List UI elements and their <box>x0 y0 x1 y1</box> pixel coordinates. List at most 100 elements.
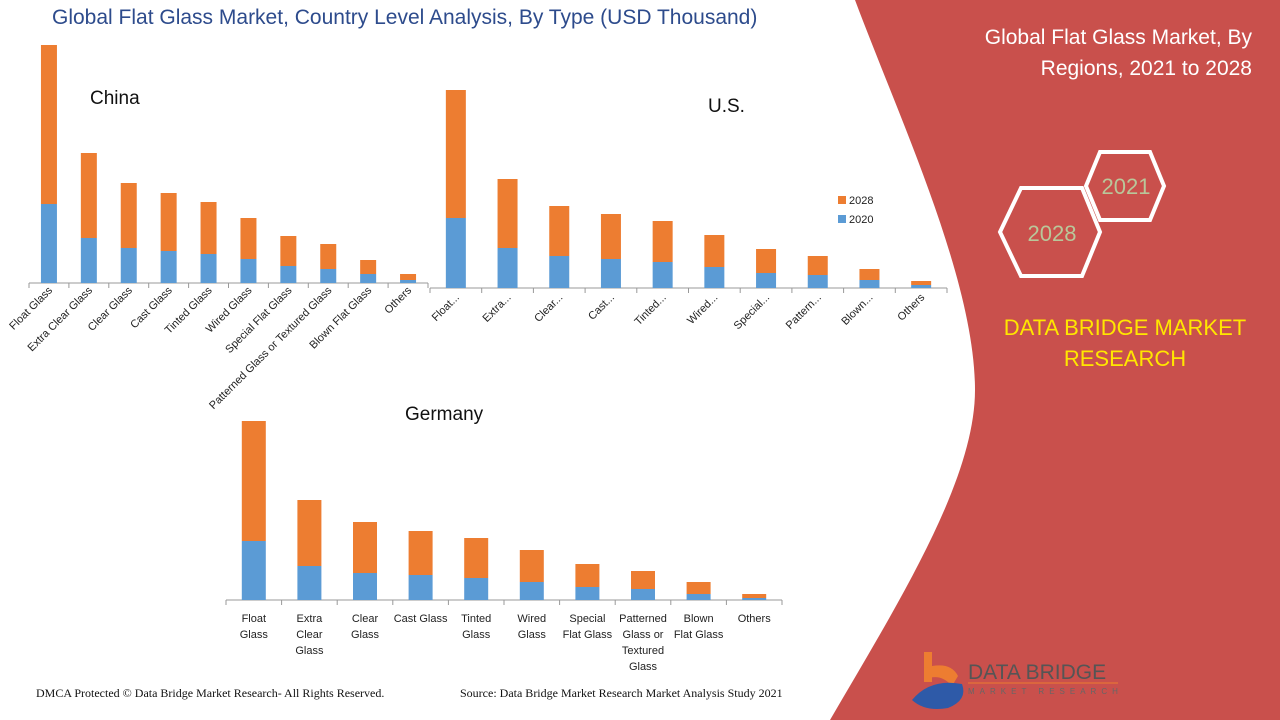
bar-2020-china <box>360 274 377 283</box>
bar-2020-china <box>320 269 337 283</box>
x-tick-label: Wired... <box>685 292 720 327</box>
bar-2028-us <box>445 90 466 218</box>
footer-copyright: DMCA Protected © Data Bridge Market Rese… <box>36 686 385 700</box>
x-tick-label: Wired Glass <box>517 613 546 641</box>
bar-2028-us <box>652 221 673 262</box>
bar-2020-germany <box>241 541 266 600</box>
bar-2028-china <box>240 218 257 259</box>
legend-label-2028: 2028 <box>849 195 873 207</box>
bar-2028-china <box>400 274 417 280</box>
x-tick-label: Cast Glass <box>394 613 448 625</box>
bar-2028-germany <box>353 522 377 573</box>
bar-2028-germany <box>519 550 544 582</box>
x-tick-label: Float... <box>430 292 462 324</box>
bar-2020-us <box>704 267 725 288</box>
bar-2028-china <box>120 183 137 248</box>
bar-2020-us <box>445 218 466 288</box>
x-tick-label: Clear Glass <box>351 613 380 641</box>
bar-2028-us <box>497 179 518 248</box>
bar-2020-germany <box>686 594 711 600</box>
bar-2028-us <box>756 249 777 273</box>
x-tick-label: Others <box>382 284 414 316</box>
brand-text: DATA BRIDGE MARKET RESEARCH <box>1003 315 1247 371</box>
x-tick-label: Others <box>895 291 927 323</box>
x-tick-label: Extra Clear Glass <box>295 613 324 657</box>
hexagon-2028 <box>997 186 1103 278</box>
bar-2028-germany <box>297 500 322 566</box>
bar-2020-germany <box>575 587 600 600</box>
side-panel-title: Global Flat Glass Market, By Regions, 20… <box>984 26 1252 80</box>
bar-2020-us <box>756 273 777 288</box>
bar-2028-germany <box>464 538 489 578</box>
bar-2020-germany <box>297 566 322 600</box>
svg-text:DATA BRIDGE: DATA BRIDGE <box>968 661 1106 684</box>
hex-year-2028: 2028 <box>1028 221 1077 246</box>
bar-2028-china <box>320 244 337 269</box>
bar-2020-china <box>240 259 257 283</box>
x-tick-label: Blown... <box>839 292 875 328</box>
x-tick-label: Cast... <box>586 292 617 323</box>
bar-2020-germany <box>464 578 489 600</box>
bar-2020-us <box>807 275 828 288</box>
bar-2020-us <box>600 259 621 288</box>
bar-2028-germany <box>631 571 655 589</box>
hex-year-2021: 2021 <box>1102 174 1151 199</box>
chart-title-china: China <box>90 88 140 109</box>
bar-2020-china <box>120 248 137 283</box>
bar-2028-germany <box>408 531 433 575</box>
x-tick-label: Extra... <box>481 292 514 325</box>
bar-2020-germany <box>353 573 377 600</box>
x-tick-label: Clear... <box>532 292 565 325</box>
hexagon-2021 <box>1083 150 1167 222</box>
bar-2020-china <box>280 266 297 283</box>
x-tick-label: Patterned Glass or Textured Glass <box>619 613 667 673</box>
legend-swatch-2020 <box>838 215 846 223</box>
bar-2028-us <box>549 206 570 256</box>
red-side-panel <box>830 0 1280 720</box>
x-tick-label: Special Flat Glass <box>223 284 295 356</box>
chart-title-germany: Germany <box>405 404 484 425</box>
bar-2028-us <box>807 256 828 275</box>
bar-2020-us <box>652 262 673 288</box>
bar-2020-germany <box>408 575 433 600</box>
bar-2020-us <box>497 248 518 288</box>
bar-2028-china <box>80 153 97 238</box>
x-tick-label: Special Flat Glass <box>563 613 613 641</box>
bar-2028-us <box>859 269 880 280</box>
bar-2020-us <box>549 256 570 288</box>
bar-2028-us <box>704 235 725 267</box>
bar-2028-china <box>160 193 177 251</box>
bar-2020-china <box>200 254 217 283</box>
x-tick-label: Tinted... <box>632 292 668 328</box>
bar-2020-china <box>80 238 97 283</box>
x-tick-label: Blown Flat Glass <box>674 613 724 641</box>
bar-2020-germany <box>742 598 767 600</box>
bar-2028-germany <box>742 594 767 598</box>
footer-source: Source: Data Bridge Market Research Mark… <box>460 686 783 700</box>
bar-2028-china <box>200 202 217 254</box>
bar-2020-china <box>40 204 57 283</box>
bar-2028-china <box>360 260 377 274</box>
bar-2020-china <box>400 280 417 283</box>
bar-2020-germany <box>631 589 655 600</box>
bar-2020-us <box>911 285 932 288</box>
logo: DATA BRIDGE MARKET RESEARCH <box>912 652 1123 709</box>
bar-2028-germany <box>686 582 711 594</box>
page-title: Global Flat Glass Market, Country Level … <box>52 6 758 29</box>
chart-title-us: U.S. <box>708 96 745 117</box>
bar-2028-us <box>600 214 621 259</box>
bar-2020-china <box>160 251 177 283</box>
svg-text:MARKET RESEARCH: MARKET RESEARCH <box>968 687 1123 696</box>
bar-2028-china <box>280 236 297 266</box>
bar-2028-us <box>911 281 932 285</box>
x-tick-label: Pattern... <box>784 292 824 332</box>
bar-2028-germany <box>241 421 266 541</box>
legend-swatch-2028 <box>838 196 846 204</box>
bar-2020-germany <box>519 582 544 600</box>
bar-2020-us <box>859 280 880 288</box>
x-tick-label: Tinted Glass <box>461 613 491 641</box>
x-tick-label: Float Glass <box>240 613 269 641</box>
bar-2028-china <box>40 45 57 204</box>
